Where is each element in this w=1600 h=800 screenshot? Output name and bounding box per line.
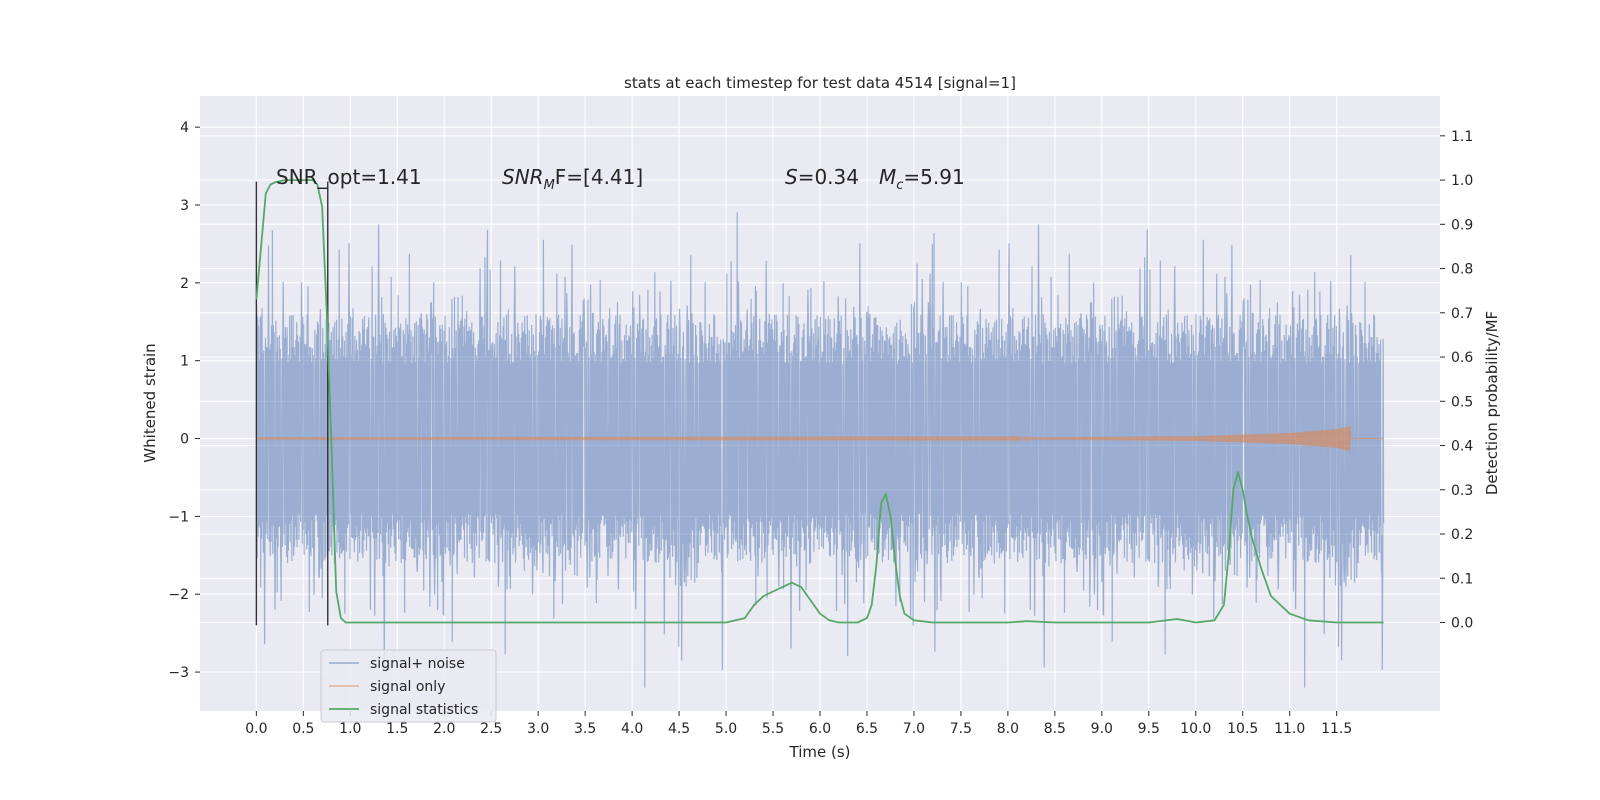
x-tick-label: 11.5 — [1321, 721, 1352, 737]
y2-axis-label: Detection probability/MF — [1483, 311, 1501, 495]
legend-label-signal-statistics: signal statistics — [370, 702, 478, 718]
x-tick-label: 3.5 — [574, 721, 596, 737]
x-tick-label: 5.0 — [715, 721, 737, 737]
annotation-snr-mf: SNRMF=[4.41] — [502, 165, 643, 193]
annotation-s-rest: =0.34 — [798, 165, 859, 189]
series-line-signal-noise — [255, 212, 1385, 688]
x-tick-label: 10.5 — [1227, 721, 1258, 737]
x-tick-label: 2.0 — [433, 721, 455, 737]
annotation-snr-mf-main: SNR — [502, 165, 544, 189]
annotation-mc: Mc=5.91 — [879, 165, 965, 193]
annotation-snr-mf-sub: M — [544, 178, 555, 193]
vertical-markers — [255, 181, 329, 626]
y2-tick-label: 0.9 — [1451, 217, 1473, 233]
x-tick-label: 1.0 — [339, 721, 361, 737]
annotation-mc-rest: =5.91 — [903, 165, 964, 189]
legend-label-signal-noise: signal+ noise — [370, 656, 465, 672]
annotation-mc-main: M — [879, 165, 896, 189]
y2-tick-label: 1.0 — [1451, 173, 1473, 189]
x-tick-label: 8.5 — [1044, 721, 1066, 737]
x-tick-label: 1.5 — [386, 721, 408, 737]
x-tick-label: 4.0 — [621, 721, 643, 737]
y-tick-label: −2 — [168, 587, 189, 603]
x-tick-label: 5.5 — [762, 721, 784, 737]
y-tick-label: 3 — [180, 198, 189, 214]
y-tick-label: 4 — [180, 120, 189, 136]
x-tick-label: 10.0 — [1180, 721, 1211, 737]
y-tick-label: 2 — [180, 276, 189, 292]
y2-tick-label: 0.8 — [1451, 262, 1473, 278]
x-tick-label: 2.5 — [480, 721, 502, 737]
x-tick-label: 4.5 — [668, 721, 690, 737]
x-tick-label: 9.5 — [1138, 721, 1160, 737]
chart-title: stats at each timestep for test data 451… — [624, 74, 1016, 92]
x-tick-label: 3.0 — [527, 721, 549, 737]
annotation-s-main: S — [785, 165, 798, 189]
y-tick-label: 0 — [180, 432, 189, 448]
series-line-signal-only — [255, 426, 1384, 451]
y2-tick-label: 0.2 — [1451, 527, 1473, 543]
y2-tick-label: 0.6 — [1451, 350, 1473, 366]
signal-only-series — [255, 426, 1384, 451]
x-tick-label: 7.0 — [903, 721, 925, 737]
series-line-signal-statistics — [255, 179, 1384, 624]
legend: signal+ noise signal only signal statist… — [320, 649, 497, 723]
x-tick-label: 9.0 — [1091, 721, 1113, 737]
x-tick-label: 6.0 — [809, 721, 831, 737]
y-axis-label: Whitened strain — [141, 343, 159, 462]
x-tick-label: 6.5 — [856, 721, 878, 737]
signal-statistics-series — [255, 179, 1384, 624]
y-tick-label: 1 — [180, 354, 189, 370]
x-tick-label: 11.0 — [1274, 721, 1305, 737]
y2-tick-label: 0.1 — [1451, 571, 1473, 587]
y2-tick-label: 0.4 — [1451, 439, 1473, 455]
y2-tick-label: 1.1 — [1451, 129, 1473, 145]
x-tick-label: 8.0 — [997, 721, 1019, 737]
x-axis-label: Time (s) — [789, 743, 851, 761]
signal-noise-series — [255, 212, 1385, 688]
annotation-mc-sub: c — [896, 178, 903, 193]
annotation-snr-mf-rest: F=[4.41] — [555, 165, 643, 189]
y-tick-label: −3 — [168, 665, 189, 681]
legend-label-signal-only: signal only — [370, 679, 445, 695]
x-tick-label: 0.5 — [292, 721, 314, 737]
annotation-snr-opt: SNR_opt=1.41 — [276, 165, 422, 189]
x-tick-label: 0.0 — [245, 721, 267, 737]
y-tick-label: −1 — [168, 509, 189, 525]
annotation-s: S=0.34 — [785, 165, 859, 189]
y2-tick-label: 0.0 — [1451, 616, 1473, 632]
y2-tick-label: 0.5 — [1451, 394, 1473, 410]
tick-labels: 0.0 0.5 1.0 1.5 2.0 2.5 3.0 3.5 4.0 4.5 5.0 5.5 6.0 6… — [168, 120, 1473, 737]
x-tick-label: 7.5 — [950, 721, 972, 737]
legend-box — [320, 649, 497, 723]
y2-tick-label: 0.7 — [1451, 306, 1473, 322]
y2-tick-label: 0.3 — [1451, 483, 1473, 499]
